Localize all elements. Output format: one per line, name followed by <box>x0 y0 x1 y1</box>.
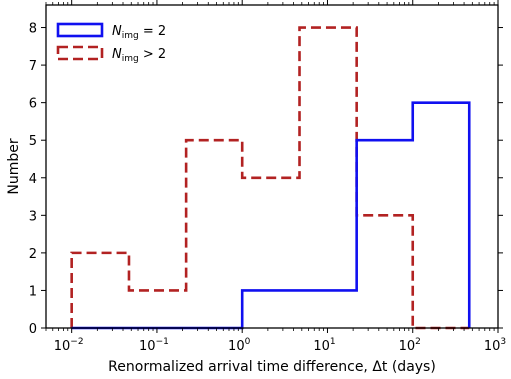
y-tick-label: 8 <box>29 22 37 37</box>
legend: Nimg = 2 Nimg > 2 <box>56 22 166 64</box>
x-tick-label: 103 <box>484 337 506 354</box>
y-tick-label: 0 <box>29 322 37 337</box>
x-axis-label: Renormalized arrival time difference, Δt… <box>108 359 436 375</box>
legend-swatch <box>56 45 104 61</box>
y-tick-label: 6 <box>29 97 37 112</box>
x-tick-label: 100 <box>228 337 251 354</box>
y-tick-label: 7 <box>29 59 37 74</box>
y-tick-label: 4 <box>29 172 37 187</box>
legend-entry: Nimg = 2 <box>112 24 166 41</box>
plot-series-group <box>70 26 471 330</box>
axis-ticks: 0 1 2 3 4 5 6 7 8 10−2 10−1 100 101 102 103 <box>29 0 506 354</box>
y-axis-label: Number <box>6 138 22 194</box>
legend-swatch <box>56 22 104 38</box>
x-tick-label: 10−1 <box>139 337 169 354</box>
y-tick-label: 3 <box>29 209 37 224</box>
x-tick-label: 101 <box>313 337 335 354</box>
x-tick-label: 102 <box>399 337 421 354</box>
legend-entry: Nimg > 2 <box>112 47 166 64</box>
y-tick-label: 5 <box>29 134 37 149</box>
x-tick-label: 10−2 <box>54 337 84 354</box>
series-step-nimg-gt-2 <box>70 26 470 330</box>
y-tick-label: 1 <box>29 284 37 299</box>
y-tick-label: 2 <box>29 247 37 262</box>
plot-frame <box>45 4 499 329</box>
